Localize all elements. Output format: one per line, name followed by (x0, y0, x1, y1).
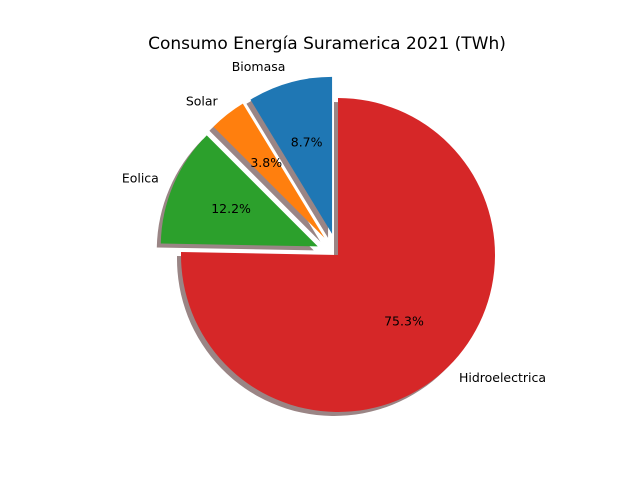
slice-percent-hidroelectrica: 75.3% (384, 314, 424, 329)
slice-label-eolica: Eolica (122, 170, 159, 185)
slice-label-solar: Solar (186, 93, 219, 108)
slice-labels: Biomasa 8.7% Solar 3.8% Eolica 12.2% Hidroelec… (122, 59, 546, 385)
pie-slice-biomasa (250, 76, 333, 234)
chart-title: Consumo Energía Suramerica 2021 (TWh) (148, 34, 506, 54)
slice-percent-biomasa: 8.7% (291, 135, 323, 150)
slice-percent-solar: 3.8% (250, 155, 282, 170)
pie-slices (160, 76, 495, 413)
pie-slice-solar (213, 103, 325, 238)
pie-slice-eolica (160, 135, 318, 247)
slice-label-hidroelectrica: Hidroelectrica (459, 370, 546, 385)
pie-slice-hidroelectrica (181, 98, 495, 413)
slice-label-biomasa: Biomasa (232, 59, 286, 74)
slice-percent-eolica: 12.2% (211, 201, 251, 216)
